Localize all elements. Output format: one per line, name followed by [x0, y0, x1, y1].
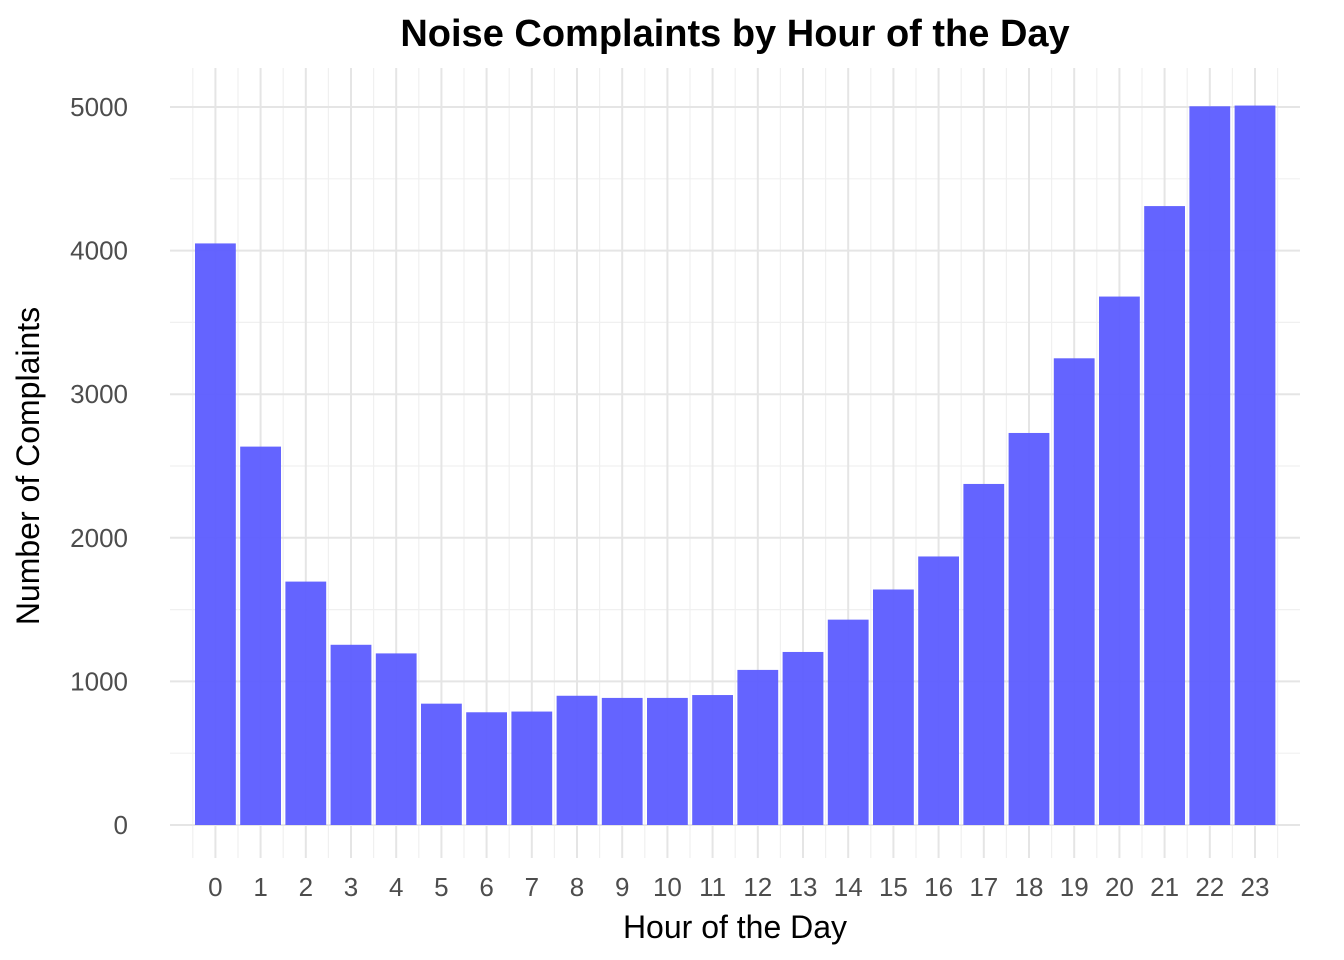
- x-tick-label: 15: [879, 872, 908, 902]
- bar-hour-0: [195, 243, 236, 826]
- x-tick-label: 21: [1150, 872, 1179, 902]
- bar-hour-2: [285, 581, 327, 825]
- bar-hour-18: [1008, 432, 1050, 825]
- y-tick-label: 1000: [70, 666, 128, 696]
- x-tick-label: 4: [389, 872, 403, 902]
- x-tick-label: 0: [208, 872, 222, 902]
- y-tick-label: 2000: [70, 523, 128, 553]
- x-tick-label: 10: [653, 872, 682, 902]
- bar-hour-12: [737, 669, 779, 825]
- x-tick-label: 19: [1060, 872, 1089, 902]
- x-tick-label: 2: [299, 872, 313, 902]
- x-tick-labels: 0 1 2 3 4 5 6 7 8 9 10 11 12 13 14 15 16 17 18 19 20 21 22 23: [208, 872, 1269, 902]
- x-tick-label: 1: [253, 872, 267, 902]
- x-tick-label: 22: [1195, 872, 1224, 902]
- bar-hour-6: [466, 712, 507, 825]
- bar-hour-4: [375, 653, 417, 825]
- x-tick-label: 3: [344, 872, 358, 902]
- bar-hour-21: [1144, 206, 1185, 826]
- bar-hour-10: [647, 697, 688, 825]
- x-tick-label: 12: [743, 872, 772, 902]
- bar-hour-5: [421, 703, 462, 825]
- bar-hour-16: [918, 556, 959, 825]
- x-tick-label: 13: [789, 872, 818, 902]
- y-tick-label: 4000: [70, 236, 128, 266]
- x-tick-label: 16: [924, 872, 953, 902]
- x-tick-label: 6: [479, 872, 493, 902]
- y-tick-label: 5000: [70, 92, 128, 122]
- chart-title: Noise Complaints by Hour of the Day: [400, 13, 1069, 55]
- x-tick-label: 20: [1105, 872, 1134, 902]
- y-tick-labels: 0 1000 2000 3000 4000 5000: [70, 92, 128, 840]
- bar-hour-15: [873, 589, 914, 825]
- x-tick-label: 11: [699, 872, 726, 902]
- bar-hour-19: [1053, 358, 1095, 825]
- bars-group: [195, 105, 1276, 826]
- bar-hour-1: [240, 446, 281, 825]
- y-axis-label: Number of Complaints: [10, 307, 46, 625]
- bar-hour-9: [601, 697, 643, 825]
- bar-hour-11: [692, 695, 733, 825]
- x-tick-label: 7: [525, 872, 539, 902]
- bar-hour-3: [330, 644, 372, 825]
- bar-hour-17: [963, 483, 1005, 825]
- bar-hour-7: [511, 711, 553, 825]
- x-tick-label: 14: [834, 872, 863, 902]
- x-tick-label: 9: [615, 872, 629, 902]
- bar-hour-22: [1189, 106, 1231, 826]
- y-tick-label: 3000: [70, 379, 128, 409]
- x-axis-label: Hour of the Day: [623, 909, 847, 945]
- x-tick-label: 5: [434, 872, 448, 902]
- x-tick-label: 18: [1015, 872, 1044, 902]
- x-tick-label: 8: [570, 872, 584, 902]
- bar-hour-23: [1234, 105, 1276, 825]
- bar-hour-8: [556, 695, 598, 825]
- bar-hour-20: [1099, 296, 1140, 825]
- x-tick-label: 17: [969, 872, 998, 902]
- bar-hour-14: [827, 619, 869, 825]
- y-tick-label: 0: [114, 810, 128, 840]
- x-tick-label: 23: [1241, 872, 1270, 902]
- bar-hour-13: [782, 651, 824, 825]
